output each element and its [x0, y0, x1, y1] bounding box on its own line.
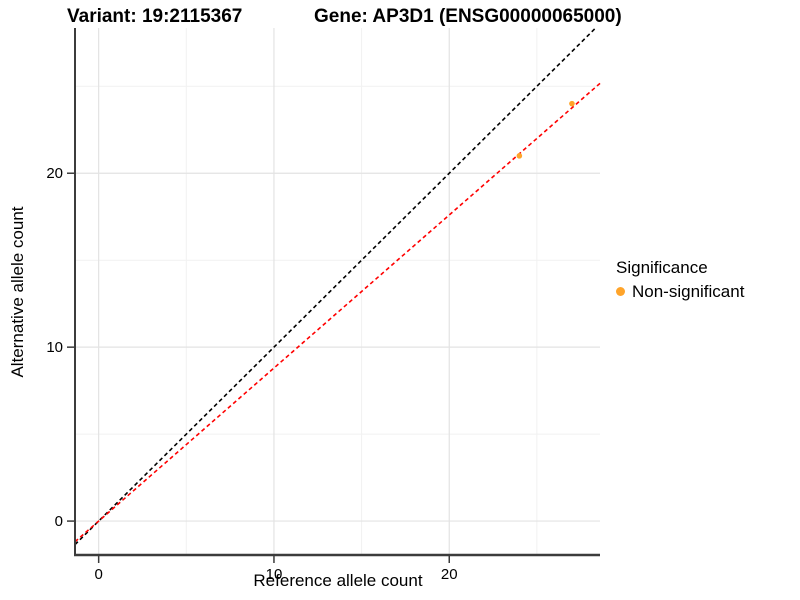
x-tick-label: 20: [441, 566, 458, 583]
legend-title: Significance: [616, 258, 708, 277]
x-axis-label: Reference allele count: [253, 571, 423, 590]
data-point: [569, 100, 575, 107]
gene-title: Gene: AP3D1 (ENSG00000065000): [314, 6, 622, 27]
legend-label: Non-significant: [632, 282, 745, 302]
y-tick-label: 0: [55, 513, 63, 530]
data-point: [516, 153, 523, 159]
y-tick-label: 20: [46, 165, 63, 182]
x-tick-label: 0: [94, 566, 102, 583]
y-axis-label: Alternative allele count: [8, 206, 27, 378]
y-tick-label: 10: [46, 339, 63, 356]
expected-ratio-line: [74, 82, 601, 543]
variant-title: Variant: 19:2115367: [67, 6, 243, 27]
legend-entry: Non-significant: [616, 281, 744, 302]
x-tick-label: 10: [266, 566, 283, 583]
legend-marker-circle-icon: [616, 287, 625, 297]
identity-line: [74, 27, 597, 546]
legend: Significance Non-significant: [616, 257, 744, 303]
